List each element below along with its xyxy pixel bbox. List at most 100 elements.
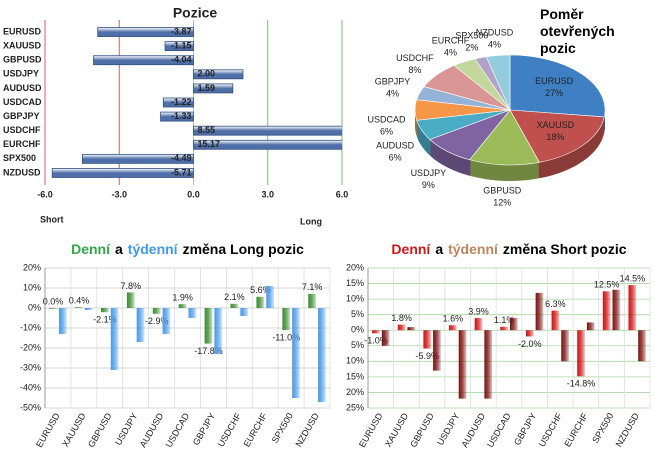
chart-title: Denní a týdenní změna Long pozic <box>71 241 304 257</box>
y-tick-label: 0% <box>28 302 41 312</box>
x-tick-label: USDJPY <box>435 411 461 447</box>
bar <box>84 308 93 310</box>
slice-value: 4% <box>444 48 457 58</box>
bar <box>372 330 380 334</box>
bar <box>162 308 171 334</box>
x-tick-label: XAUUSD <box>383 411 411 449</box>
bar <box>97 27 194 37</box>
bar <box>407 327 416 331</box>
value-label: -1.33 <box>171 111 192 121</box>
title-part: Denní <box>71 241 111 257</box>
y-tick-label: 5% <box>351 309 364 319</box>
value-label: -2.0% <box>518 339 542 349</box>
x-tick-label: GBPJPY <box>191 411 217 447</box>
bar <box>110 308 119 370</box>
slice <box>509 109 605 163</box>
title-part: změna Short pozic <box>503 241 627 257</box>
category-label: EURCHF <box>3 139 41 149</box>
bar <box>152 308 161 314</box>
y-tick-label: 20% <box>23 262 41 272</box>
bar <box>240 308 249 316</box>
slice-value: 2% <box>465 42 478 52</box>
y-tick-label: 10% <box>346 356 364 366</box>
bar <box>75 307 83 308</box>
value-label: -14.8% <box>567 379 596 389</box>
slice-label: USDCHF <box>396 53 434 63</box>
x-tick-label: EURUSD <box>34 411 62 449</box>
bar <box>193 69 244 80</box>
bar <box>292 308 300 398</box>
x-tick-label: USDCHF <box>537 411 565 449</box>
y-tick-label: 20% <box>346 262 364 272</box>
bar <box>577 330 585 377</box>
bar <box>308 293 317 308</box>
x-tick-label: AUDUSD <box>138 411 166 449</box>
x-tick-label: GBPUSD <box>408 411 436 449</box>
value-label: -5.71 <box>171 167 192 177</box>
category-label: SPX500 <box>3 153 36 163</box>
bar <box>474 318 483 331</box>
bar <box>204 308 213 344</box>
value-label: 7.1% <box>302 282 323 292</box>
y-tick-label: -30% <box>20 362 41 372</box>
value-label: 12.5% <box>594 280 620 290</box>
x-tick-label: USDJPY <box>113 411 139 447</box>
bar <box>93 55 194 66</box>
bar <box>136 308 145 342</box>
x-tick-label: EURCHF <box>242 411 270 449</box>
slice-value: 9% <box>422 180 435 190</box>
slice-label: EURCHF <box>432 36 470 46</box>
bar <box>164 41 194 52</box>
title-part: týdenní <box>128 241 179 257</box>
slice <box>485 54 511 111</box>
slice-value: 27% <box>545 88 563 98</box>
category-label: AUDUSD <box>3 83 42 93</box>
category-label: NZDUSD <box>3 167 41 177</box>
bar <box>525 330 534 337</box>
category-label: XAUUSD <box>3 41 42 51</box>
slice <box>469 109 540 166</box>
y-tick-label: 15% <box>346 371 364 381</box>
slice-label: SPX500 <box>455 30 488 40</box>
bar <box>423 330 432 349</box>
value-label: -2.9% <box>145 316 169 326</box>
bar <box>162 97 194 108</box>
category-label: USDCAD <box>3 97 42 107</box>
chart-title: Poměr otevřených pozic <box>540 6 615 56</box>
value-label: 8.55 <box>198 125 216 135</box>
bar <box>628 285 637 331</box>
bar <box>188 308 197 318</box>
bars <box>51 27 342 178</box>
slice-label: XAUUSD <box>537 120 575 130</box>
bar <box>510 317 518 331</box>
slice-label: GBPJPY <box>375 76 411 86</box>
x-tick-label: XAUUSD <box>60 411 88 449</box>
y-tick-label: -10% <box>20 322 41 332</box>
x-tick-label: USDCAD <box>485 411 513 449</box>
value-label: -17.8% <box>194 346 223 356</box>
value-label: 14.5% <box>620 273 646 283</box>
y-tick-label: 10% <box>23 282 41 292</box>
value-label: 5.6% <box>250 285 271 295</box>
x-tick-label: 3.0 <box>261 189 274 199</box>
title-part: změna Long pozic <box>183 241 305 257</box>
bar <box>193 83 234 94</box>
bar <box>586 322 595 331</box>
x-tick-label: SPX500 <box>590 411 615 445</box>
x-tick-label: SPX500 <box>270 411 295 445</box>
bar <box>500 326 508 331</box>
axis-label: Long <box>300 216 322 226</box>
x-tick-label: EURCHF <box>562 411 590 449</box>
category-label: USDJPY <box>3 69 39 79</box>
slice-value: 6% <box>380 126 393 136</box>
value-label: -1.0% <box>364 336 388 346</box>
slice-value: 4% <box>386 88 399 98</box>
slice-value: 6% <box>389 153 402 163</box>
value-label: 1.1% <box>494 315 515 325</box>
bar <box>214 308 223 354</box>
bar <box>561 330 569 362</box>
slice-value: 12% <box>493 198 511 208</box>
bar <box>484 330 493 399</box>
bar <box>266 286 274 308</box>
x-tick-label: USDCHF <box>216 411 244 449</box>
